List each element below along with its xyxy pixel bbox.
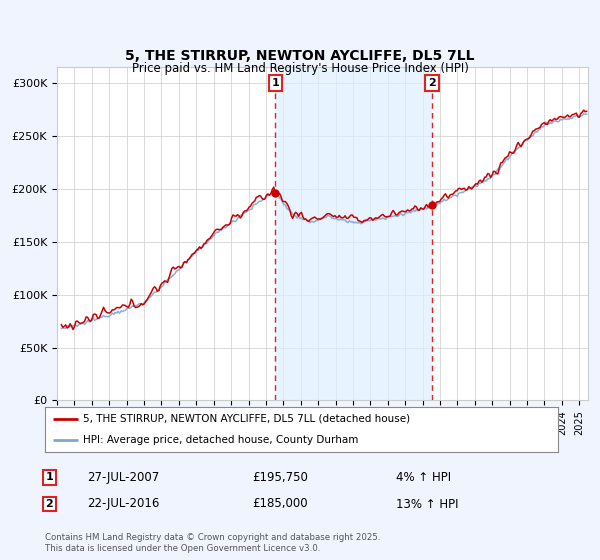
Text: 13% ↑ HPI: 13% ↑ HPI [396, 497, 458, 511]
Text: 2: 2 [428, 78, 436, 88]
Text: £185,000: £185,000 [252, 497, 308, 511]
Text: 27-JUL-2007: 27-JUL-2007 [87, 470, 159, 484]
Text: 1: 1 [272, 78, 280, 88]
Text: £195,750: £195,750 [252, 470, 308, 484]
Text: 5, THE STIRRUP, NEWTON AYCLIFFE, DL5 7LL (detached house): 5, THE STIRRUP, NEWTON AYCLIFFE, DL5 7LL… [83, 414, 410, 424]
Bar [275, 67, 432, 400]
Text: 4% ↑ HPI: 4% ↑ HPI [396, 470, 451, 484]
Text: Contains HM Land Registry data © Crown copyright and database right 2025.
This d: Contains HM Land Registry data © Crown c… [45, 534, 380, 553]
Text: 2: 2 [46, 499, 53, 509]
Text: Price paid vs. HM Land Registry's House Price Index (HPI): Price paid vs. HM Land Registry's House … [131, 62, 469, 76]
Text: 1: 1 [46, 472, 53, 482]
Text: 22-JUL-2016: 22-JUL-2016 [87, 497, 160, 511]
Text: HPI: Average price, detached house, County Durham: HPI: Average price, detached house, Coun… [83, 435, 359, 445]
Text: 5, THE STIRRUP, NEWTON AYCLIFFE, DL5 7LL: 5, THE STIRRUP, NEWTON AYCLIFFE, DL5 7LL [125, 49, 475, 63]
